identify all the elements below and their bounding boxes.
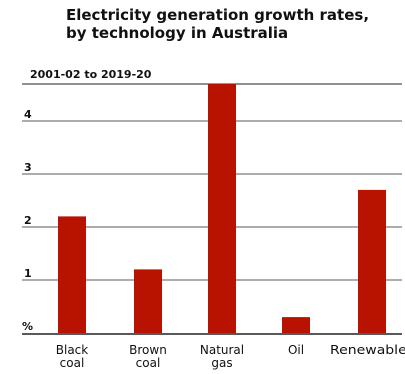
category-label: coal: [60, 356, 85, 370]
bar: [134, 269, 162, 333]
bars: [58, 83, 386, 334]
y-tick-label: 1: [24, 267, 32, 280]
bar: [358, 189, 386, 333]
category-label: Natural: [200, 343, 244, 357]
y-tick-labels: 1 2 3 4: [24, 108, 32, 280]
category-label: Black: [56, 343, 89, 357]
y-tick-label: 4: [24, 108, 32, 121]
category-label: Oil: [288, 343, 304, 357]
category-label: Brown: [129, 343, 167, 357]
category-label: coal: [136, 356, 161, 370]
y-unit-label: %: [22, 320, 33, 333]
bar: [208, 83, 236, 334]
bar: [282, 317, 310, 333]
chart-title: Electricity generation growth rates, by …: [66, 6, 401, 42]
category-label: Renewables: [330, 343, 405, 357]
category-label: gas: [211, 356, 232, 370]
bar: [58, 216, 86, 333]
chart-title-line-2: by technology in Australia: [66, 24, 289, 42]
chart-subtitle: 2001-02 to 2019-20: [30, 68, 152, 81]
y-tick-label: 3: [24, 161, 32, 174]
y-tick-label: 2: [24, 214, 32, 227]
chart-title-line-1: Electricity generation growth rates,: [66, 6, 370, 24]
